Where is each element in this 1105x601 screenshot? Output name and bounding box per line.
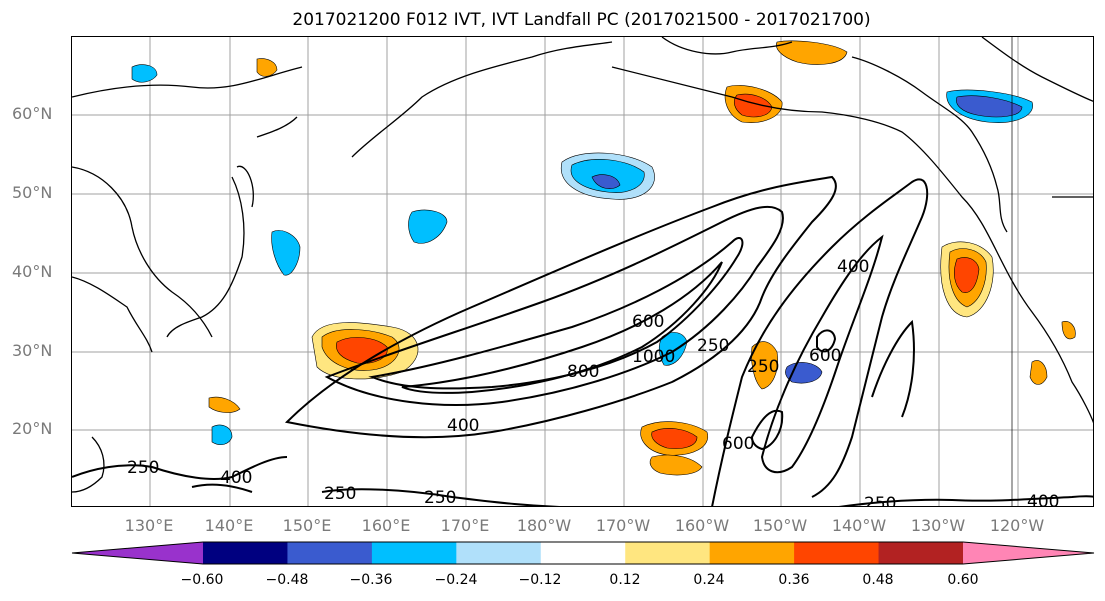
pc-fill-shading bbox=[131, 40, 1076, 476]
colorbar-segment bbox=[371, 542, 457, 564]
colorbar-segment bbox=[287, 542, 373, 564]
contour-label: 600 bbox=[722, 434, 754, 454]
colorbar-tick: −0.24 bbox=[434, 572, 478, 588]
map-title: 2017021200 F012 IVT, IVT Landfall PC (20… bbox=[292, 10, 871, 30]
lon-label: 120°W bbox=[989, 516, 1045, 535]
lon-label: 140°W bbox=[831, 516, 887, 535]
lon-label: 150°W bbox=[752, 516, 808, 535]
map-panel: 250 400 600 800 1000 400 250 600 250 400… bbox=[71, 36, 1094, 507]
contour-label: 250 bbox=[864, 494, 896, 507]
contour-label: 400 bbox=[220, 468, 252, 488]
contour-label: 250 bbox=[324, 484, 356, 504]
colorbar-segment bbox=[963, 542, 1094, 564]
colorbar-tick: −0.60 bbox=[180, 572, 224, 588]
lon-label: 170°W bbox=[595, 516, 651, 535]
colorbar-segment bbox=[625, 542, 711, 564]
contour-label: 600 bbox=[809, 346, 841, 366]
colorbar-segment bbox=[540, 542, 626, 564]
colorbar-tick: 0.60 bbox=[947, 572, 979, 588]
coastlines bbox=[72, 37, 1093, 506]
contour-label: 600 bbox=[632, 312, 664, 332]
lat-label: 30°N bbox=[12, 341, 53, 360]
colorbar-segment bbox=[709, 542, 795, 564]
colorbar-tick: −0.12 bbox=[518, 572, 562, 588]
colorbar-tick: −0.36 bbox=[349, 572, 393, 588]
lon-label: 150°E bbox=[282, 516, 332, 535]
colorbar-segment bbox=[72, 542, 203, 564]
lon-label: 170°E bbox=[440, 516, 490, 535]
ivt-contours bbox=[72, 175, 1093, 506]
colorbar-segments bbox=[71, 541, 1095, 565]
contour-label-group: 250 400 600 800 1000 400 250 600 250 400… bbox=[127, 257, 1059, 507]
lon-label: 160°W bbox=[674, 516, 730, 535]
lon-label: 180°W bbox=[516, 516, 572, 535]
contour-label: 400 bbox=[1027, 492, 1059, 507]
contour-label: 250 bbox=[747, 357, 779, 377]
colorbar bbox=[71, 541, 1095, 565]
lon-label: 160°E bbox=[361, 516, 411, 535]
lon-label: 130°E bbox=[124, 516, 174, 535]
colorbar-tick: 0.12 bbox=[609, 572, 641, 588]
contour-label: 800 bbox=[567, 362, 599, 382]
contour-label: 400 bbox=[837, 257, 869, 277]
lat-label: 60°N bbox=[12, 104, 53, 123]
contour-label: 400 bbox=[447, 416, 479, 436]
contour-label: 1000 bbox=[632, 347, 675, 367]
colorbar-segment bbox=[794, 542, 880, 564]
map-canvas: 250 400 600 800 1000 400 250 600 250 400… bbox=[72, 37, 1093, 507]
colorbar-tick: 0.48 bbox=[862, 572, 894, 588]
colorbar-segment bbox=[203, 542, 288, 564]
contour-label: 250 bbox=[697, 336, 729, 356]
colorbar-tick: 0.24 bbox=[693, 572, 725, 588]
lat-label: 50°N bbox=[12, 183, 53, 202]
colorbar-outline bbox=[71, 541, 1095, 565]
lon-label: 130°W bbox=[910, 516, 966, 535]
colorbar-tick: −0.48 bbox=[265, 572, 309, 588]
colorbar-segment bbox=[878, 542, 964, 564]
colorbar-segment bbox=[456, 542, 542, 564]
colorbar-tick: 0.36 bbox=[778, 572, 810, 588]
contour-label: 250 bbox=[424, 488, 456, 507]
lat-label: 40°N bbox=[12, 262, 53, 281]
lat-label: 20°N bbox=[12, 419, 53, 438]
contour-label: 250 bbox=[127, 458, 159, 478]
lon-label: 140°E bbox=[204, 516, 254, 535]
